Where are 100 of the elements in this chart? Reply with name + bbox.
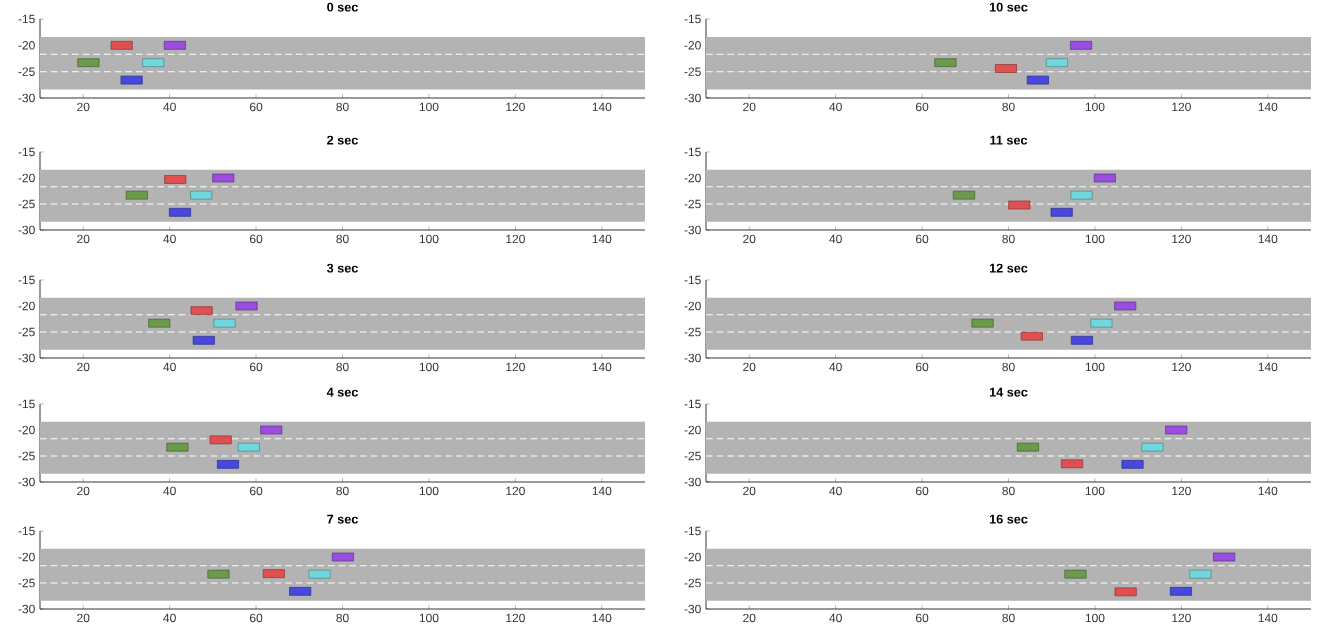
y-tick-label: -25 (18, 199, 35, 209)
x-tick-label: 60 (916, 362, 929, 372)
y-tick-label: -25 (684, 67, 701, 76)
x-tick-label: 140 (1258, 486, 1278, 496)
x-tick-label: 80 (1002, 486, 1015, 496)
y-tick-label: -25 (684, 451, 701, 461)
x-tick-label: 60 (916, 234, 929, 244)
y-tick-label: -25 (684, 578, 701, 588)
x-tick-label: 20 (743, 102, 756, 112)
y-tick-label: -15 (18, 147, 35, 157)
x-tick-label: 80 (336, 486, 349, 496)
y-tick-label: -30 (684, 93, 701, 103)
y-tick-label: -20 (684, 173, 701, 183)
x-tick-label: 40 (829, 486, 842, 496)
chart-title: 11 sec (990, 135, 1028, 145)
y-tick-label: -20 (684, 301, 701, 311)
x-tick-label: 40 (163, 234, 176, 244)
x-tick-label: 120 (506, 613, 525, 623)
x-tick-label: 100 (419, 234, 439, 244)
x-tick-label: 20 (743, 486, 756, 496)
x-tick-label: 120 (1172, 102, 1191, 112)
y-tick-label: -25 (684, 199, 701, 209)
x-tick-label: 100 (1085, 234, 1105, 244)
y-tick-label: -30 (684, 477, 701, 487)
x-tick-label: 80 (1002, 102, 1015, 112)
x-tick-label: 60 (250, 613, 263, 623)
chart-title: 16 sec (989, 514, 1028, 524)
x-tick-label: 120 (506, 234, 525, 244)
y-tick-label: -30 (18, 93, 35, 103)
x-tick-label: 20 (77, 613, 90, 623)
x-tick-label: 140 (592, 102, 612, 112)
y-tick-label: -25 (18, 451, 35, 461)
y-tick-label: -25 (18, 578, 35, 588)
y-tick-label: -20 (684, 425, 701, 435)
y-tick-label: -25 (18, 67, 35, 76)
chart-title: 10 sec (989, 2, 1028, 12)
y-tick-label: -20 (18, 425, 35, 435)
x-tick-label: 60 (250, 362, 263, 372)
x-tick-label: 120 (1172, 234, 1191, 244)
y-tick-label: -15 (684, 526, 701, 536)
y-tick-label: -20 (18, 301, 35, 311)
x-tick-label: 100 (419, 613, 439, 623)
x-tick-label: 40 (829, 102, 842, 112)
y-tick-label: -30 (18, 477, 35, 487)
x-tick-label: 140 (592, 486, 612, 496)
y-tick-label: -15 (18, 399, 35, 409)
y-tick-label: -30 (684, 604, 701, 614)
chart-title: 14 sec (989, 387, 1028, 397)
y-tick-label: -15 (684, 399, 701, 409)
y-tick-label: -15 (18, 275, 35, 285)
y-tick-label: -20 (18, 173, 35, 183)
y-tick-label: -20 (684, 41, 701, 50)
x-tick-label: 60 (250, 102, 263, 112)
x-tick-label: 40 (829, 362, 842, 372)
y-tick-label: -25 (684, 327, 701, 337)
x-tick-label: 60 (250, 486, 263, 496)
x-tick-label: 100 (419, 362, 439, 372)
x-tick-label: 80 (336, 102, 349, 112)
x-tick-label: 20 (77, 362, 90, 372)
x-tick-label: 140 (1258, 362, 1278, 372)
y-tick-label: -15 (684, 147, 701, 157)
x-tick-label: 140 (1258, 234, 1278, 244)
x-tick-label: 140 (592, 613, 612, 623)
x-tick-label: 80 (1002, 362, 1015, 372)
y-tick-label: -20 (18, 552, 35, 562)
x-tick-label: 60 (916, 102, 929, 112)
x-tick-label: 20 (77, 102, 90, 112)
x-tick-label: 120 (1172, 486, 1191, 496)
x-tick-label: 20 (743, 234, 756, 244)
x-tick-label: 20 (743, 362, 756, 372)
chart-title: 7 sec (327, 514, 358, 524)
x-tick-label: 100 (1085, 613, 1105, 623)
x-tick-label: 60 (916, 486, 929, 496)
x-tick-label: 80 (336, 234, 349, 244)
x-tick-label: 40 (163, 362, 176, 372)
y-tick-label: -30 (684, 353, 701, 363)
y-tick-label: -15 (684, 14, 701, 24)
x-tick-label: 60 (916, 613, 929, 623)
x-tick-label: 20 (77, 234, 90, 244)
x-tick-label: 40 (829, 613, 842, 623)
x-tick-label: 100 (419, 102, 439, 112)
x-tick-label: 100 (1085, 102, 1105, 112)
x-tick-label: 100 (1085, 362, 1105, 372)
x-tick-label: 40 (163, 613, 176, 623)
chart-title: 4 sec (326, 387, 358, 397)
x-tick-label: 20 (743, 613, 756, 623)
x-tick-label: 100 (419, 486, 439, 496)
y-tick-label: -20 (684, 552, 701, 562)
x-tick-label: 140 (592, 234, 612, 244)
y-tick-label: -30 (684, 225, 701, 235)
x-tick-label: 120 (506, 362, 525, 372)
y-tick-label: -15 (18, 526, 35, 536)
chart-title: 3 sec (326, 263, 358, 273)
y-tick-label: -15 (18, 14, 35, 24)
y-tick-label: -25 (18, 327, 35, 337)
y-tick-label: -30 (18, 353, 35, 363)
chart-title: 2 sec (327, 135, 358, 145)
y-tick-label: -20 (18, 41, 35, 50)
x-tick-label: 40 (829, 234, 842, 244)
x-tick-label: 80 (336, 613, 349, 623)
